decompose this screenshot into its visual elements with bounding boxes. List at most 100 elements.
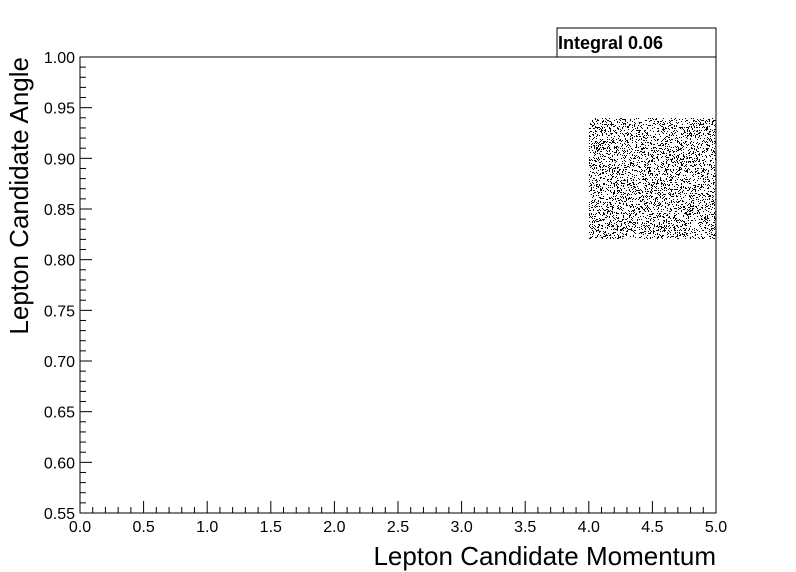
scatter-point (595, 119, 596, 120)
scatter-point (621, 183, 622, 184)
scatter-point (604, 127, 605, 128)
scatter-point (676, 149, 677, 150)
scatter-point (592, 125, 593, 126)
scatter-point (625, 193, 626, 194)
scatter-point (706, 204, 707, 205)
scatter-point (589, 136, 590, 137)
scatter-point (628, 129, 629, 130)
scatter-point (684, 131, 685, 132)
scatter-point (630, 215, 631, 216)
scatter-point (603, 147, 604, 148)
scatter-point (615, 229, 616, 230)
scatter-point (593, 183, 594, 184)
scatter-point (589, 204, 590, 205)
scatter-point (598, 226, 599, 227)
scatter-point (615, 203, 616, 204)
scatter-point (708, 145, 709, 146)
scatter-point (589, 238, 590, 239)
scatter-point (606, 215, 607, 216)
scatter-point (679, 160, 680, 161)
scatter-point (596, 237, 597, 238)
scatter-point (705, 121, 706, 122)
scatter-point (705, 199, 706, 200)
scatter-point (627, 126, 628, 127)
scatter-point (598, 150, 599, 151)
scatter-point (609, 235, 610, 236)
scatter-point (713, 151, 714, 152)
scatter-point (628, 199, 629, 200)
scatter-point (601, 190, 602, 191)
scatter-point (592, 182, 593, 183)
scatter-point (711, 191, 712, 192)
scatter-point (669, 217, 670, 218)
scatter-point (646, 237, 647, 238)
scatter-point (665, 156, 666, 157)
scatter-point (677, 234, 678, 235)
scatter-point (652, 128, 653, 129)
scatter-point (694, 185, 695, 186)
scatter-point (633, 210, 634, 211)
scatter-point (708, 187, 709, 188)
scatter-point (677, 184, 678, 185)
scatter-point (699, 184, 700, 185)
scatter-point (621, 118, 622, 119)
scatter-point (613, 238, 614, 239)
scatter-point (594, 145, 595, 146)
scatter-point (694, 158, 695, 159)
scatter-point (680, 192, 681, 193)
scatter-point (707, 228, 708, 229)
scatter-point (710, 134, 711, 135)
scatter-point (592, 120, 593, 121)
scatter-point (669, 202, 670, 203)
scatter-point (663, 163, 664, 164)
scatter-point (691, 154, 692, 155)
scatter-point (625, 144, 626, 145)
scatter-point (648, 162, 649, 163)
scatter-point (602, 172, 603, 173)
scatter-point (626, 213, 627, 214)
scatter-point (662, 189, 663, 190)
scatter-point (670, 195, 671, 196)
scatter-point (658, 188, 659, 189)
scatter-point (688, 207, 689, 208)
scatter-point (625, 156, 626, 157)
scatter-point (665, 148, 666, 149)
scatter-point (591, 163, 592, 164)
x-tick-label: 2.5 (387, 519, 409, 536)
scatter-point (589, 225, 590, 226)
scatter-point (669, 139, 670, 140)
scatter-point (595, 220, 596, 221)
scatter-point (707, 128, 708, 129)
scatter-point (600, 151, 601, 152)
scatter-point (619, 122, 620, 123)
scatter-point (607, 151, 608, 152)
scatter-point (675, 192, 676, 193)
scatter-point (671, 190, 672, 191)
scatter-point (627, 182, 628, 183)
scatter-point (690, 142, 691, 143)
scatter-point (618, 198, 619, 199)
scatter-point (609, 145, 610, 146)
scatter-point (602, 226, 603, 227)
scatter-point (602, 147, 603, 148)
scatter-point (684, 170, 685, 171)
scatter-point (662, 238, 663, 239)
scatter-point (643, 152, 644, 153)
scatter-point (608, 131, 609, 132)
scatter-point (600, 201, 601, 202)
scatter-point (623, 234, 624, 235)
scatter-point (670, 232, 671, 233)
scatter-point (682, 147, 683, 148)
scatter-point (646, 202, 647, 203)
scatter-point (602, 124, 603, 125)
scatter-point (663, 130, 664, 131)
scatter-point (591, 189, 592, 190)
scatter-point (610, 181, 611, 182)
scatter-point (612, 211, 613, 212)
scatter-point (591, 175, 592, 176)
scatter-point (663, 217, 664, 218)
scatter-point (667, 173, 668, 174)
scatter-point (605, 235, 606, 236)
scatter-point (599, 185, 600, 186)
scatter-point (698, 186, 699, 187)
